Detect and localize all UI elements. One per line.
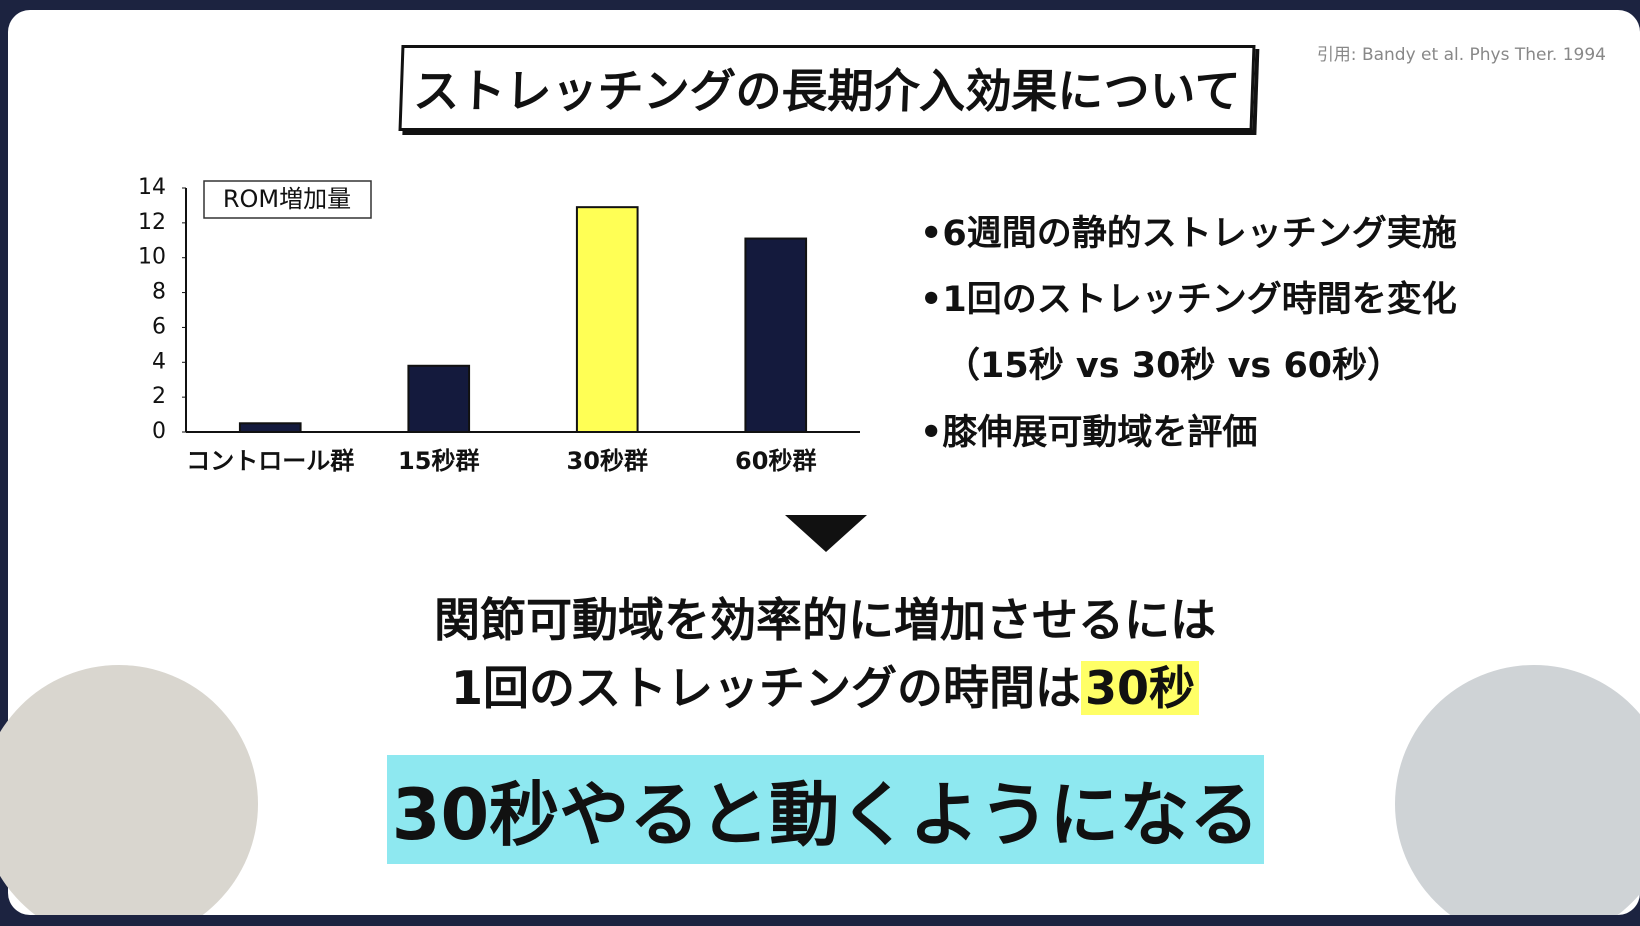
- y-tick-label: 0: [152, 419, 166, 444]
- bar: [744, 237, 808, 433]
- conclusion-line: 1回のストレッチングの時間は30秒: [0, 652, 1640, 718]
- chart: ROM増加量 0 2 4 6 8 10 12 14 コントロール群 15秒群 30秒群 60秒群: [138, 175, 860, 475]
- speaker-right: [1395, 665, 1640, 926]
- x-tick-label: コントロール群: [186, 447, 354, 475]
- citation: 引用: Bandy et al. Phys Ther. 1994: [1316, 45, 1606, 65]
- x-tick-label: 15秒群: [398, 447, 479, 475]
- y-tick-label: 2: [152, 384, 166, 409]
- bullet: •膝伸展可動域を評価: [920, 413, 1258, 453]
- caption: 30秒やると動くようになる: [387, 755, 1264, 864]
- y-tick-label: 6: [152, 314, 166, 339]
- speaker-left: [0, 665, 258, 926]
- y-tick-label: 14: [138, 175, 166, 200]
- y-tick-label: 10: [138, 245, 166, 270]
- arrow: [785, 515, 867, 552]
- bar: [238, 422, 302, 433]
- y-tick-label: 12: [138, 210, 166, 235]
- x-tick-label: 60秒群: [735, 447, 816, 475]
- x-tick-label: 30秒群: [567, 447, 648, 475]
- y-axis-label: ROM増加量: [223, 185, 351, 213]
- y-tick-label: 4: [152, 349, 166, 374]
- conclusion-line: 関節可動域を効率的に増加させるには: [434, 593, 1216, 647]
- ylabel-box: [203, 180, 372, 219]
- bullet: （15秒 vs 30秒 vs 60秒）: [945, 346, 1403, 386]
- bottom-bar: [0, 915, 1640, 926]
- y-tick-label: 8: [152, 280, 166, 305]
- highlight: 30秒: [1081, 661, 1200, 715]
- bar: [575, 206, 639, 433]
- bar: [407, 364, 471, 433]
- bullet: •6週間の静的ストレッチング実施: [920, 214, 1457, 254]
- conclusion-text: 1回のストレッチングの時間は: [450, 661, 1081, 715]
- bullet: •1回のストレッチング時間を変化: [920, 280, 1457, 320]
